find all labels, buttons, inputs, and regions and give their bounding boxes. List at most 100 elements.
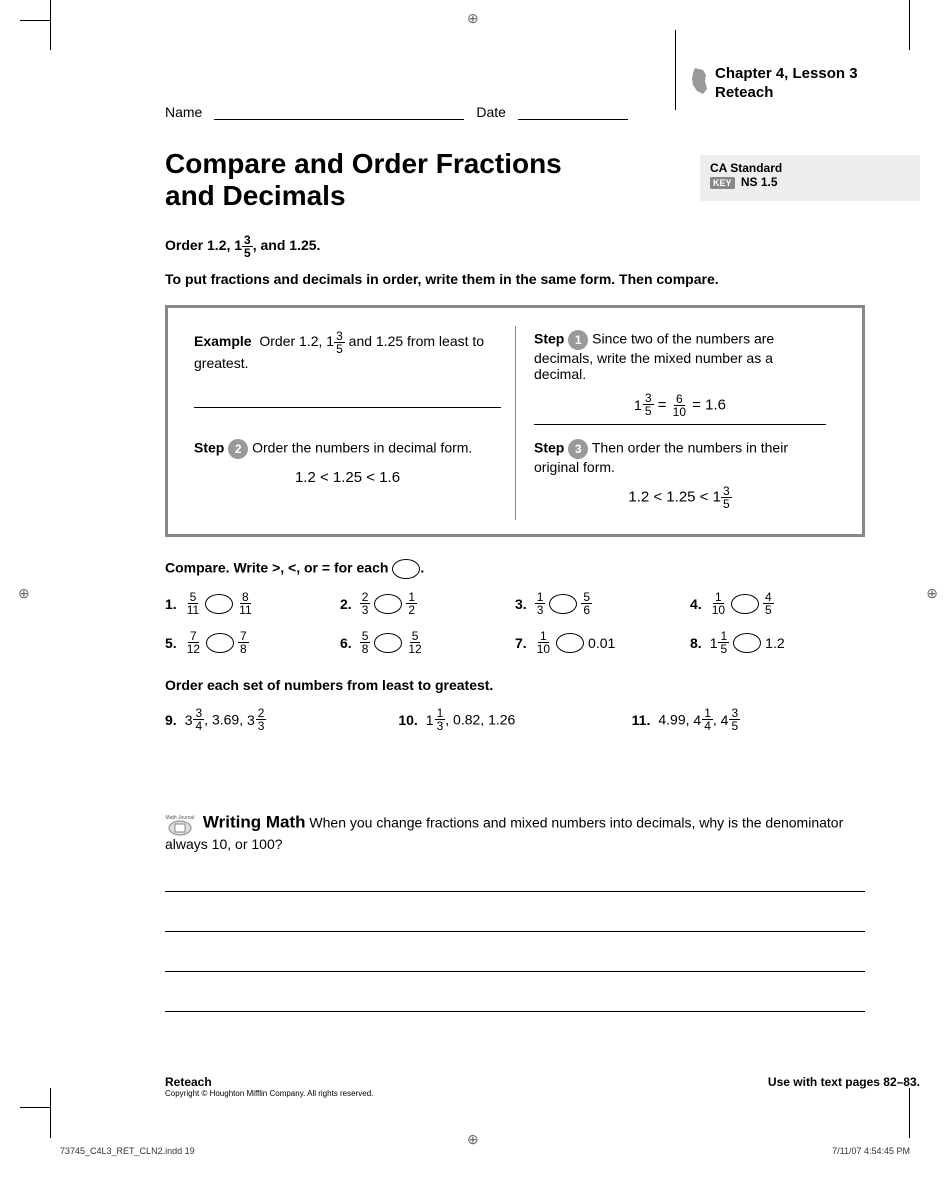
step-badge: 2 (228, 439, 248, 459)
problem-body: 334, 3.69, 323 (185, 707, 267, 732)
intro-suffix: , and 1.25. (253, 238, 321, 254)
problem-number: 8. (690, 635, 702, 651)
step1-math: 135 = 610 = 1.6 (534, 392, 826, 418)
compare-problem: 4.11045 (690, 591, 865, 616)
footer-reteach: Reteach (165, 1075, 373, 1089)
fraction: 13 (535, 591, 546, 616)
example-cell: Example Order 1.2, 135 and 1.25 from lea… (190, 326, 515, 435)
name-label: Name (165, 104, 202, 120)
fraction: 58 (360, 630, 371, 655)
step-label: Step (534, 440, 564, 456)
date-input-line[interactable] (518, 106, 628, 120)
answer-oval[interactable] (374, 633, 402, 653)
step1-cell: Step 1 Since two of the numbers are deci… (515, 326, 840, 435)
step3-math: 1.2 < 1.25 < 135 (534, 485, 826, 510)
order-problem: 10. 113, 0.82, 1.26 (398, 707, 631, 732)
standard-heading: CA Standard (710, 161, 910, 175)
compare-problem: 1.511811 (165, 591, 340, 616)
california-icon (689, 67, 711, 95)
fraction: 512 (406, 630, 423, 655)
problem-number: 3. (515, 596, 527, 612)
problem-number: 11. (632, 712, 651, 728)
frac-d: 5 (721, 498, 732, 510)
chapter-line1: Chapter 4, Lesson 3 (715, 65, 858, 84)
writing-line[interactable] (165, 898, 865, 932)
example-text: Order 1.2, 1 (259, 334, 334, 350)
chapter-box: Chapter 4, Lesson 3 Reteach (675, 55, 920, 110)
answer-oval[interactable] (205, 594, 233, 614)
step-badge: 3 (568, 439, 588, 459)
compare-problem: 2. 23 12 (340, 591, 515, 616)
registration-mark: ⊕ (467, 10, 479, 27)
fraction: 12 (406, 591, 417, 616)
answer-oval[interactable] (733, 633, 761, 653)
example-label: Example (194, 334, 252, 350)
order-heading: Order each set of numbers from least to … (165, 677, 920, 693)
problem-number: 9. (165, 712, 177, 728)
divider (534, 424, 826, 425)
problem-number: 6. (340, 635, 352, 651)
registration-mark: ⊕ (926, 585, 938, 602)
frac-d: 5 (334, 343, 345, 355)
step-label: Step (194, 440, 224, 456)
fraction: 78 (238, 630, 249, 655)
problem-number: 5. (165, 635, 177, 651)
compare-heading: Compare. Write >, <, or = for each . (165, 559, 920, 579)
fraction: 110 (535, 630, 552, 655)
footer-usewith: Use with text pages 82–83. (768, 1075, 920, 1098)
chapter-divider (675, 30, 676, 110)
order-grid: 9. 334, 3.69, 323 10. 113, 0.82, 1.26 11. 4.9… (165, 707, 865, 732)
key-badge: KEY (710, 177, 735, 189)
date-label: Date (476, 104, 506, 120)
fraction: 110 (710, 591, 727, 616)
writing-line[interactable] (165, 938, 865, 972)
decimal-value: 0.01 (588, 635, 615, 651)
step-label: Step (534, 331, 564, 347)
eq: = (658, 397, 667, 414)
divider (194, 407, 501, 408)
answer-oval[interactable] (374, 594, 402, 614)
order-problem: 11. 4.99, 414, 435 (632, 707, 865, 732)
problem-number: 10. (398, 712, 417, 728)
writing-line[interactable] (165, 858, 865, 892)
problem-number: 1. (165, 596, 177, 612)
compare-heading-suffix: . (420, 560, 424, 576)
problem-body: 4.99, 414, 435 (658, 707, 740, 732)
slug-file: 73745_C4L3_RET_CLN2.indd 19 (60, 1146, 195, 1156)
crop-mark (20, 1107, 50, 1108)
crop-mark (909, 0, 910, 50)
problem-number: 2. (340, 596, 352, 612)
answer-oval[interactable] (556, 633, 584, 653)
order-problem: 9. 334, 3.69, 323 (165, 707, 398, 732)
name-input-line[interactable] (214, 106, 464, 120)
whole: 1 (634, 397, 642, 413)
compare-problem: 7.1100.01 (515, 630, 690, 655)
fraction: 811 (237, 591, 253, 616)
fraction: 45 (763, 591, 774, 616)
oval-icon (392, 559, 420, 579)
writing-heading: Writing Math (203, 813, 306, 832)
crop-mark (50, 0, 51, 50)
answer-oval[interactable] (206, 633, 234, 653)
header-row: Name Date Chapter 4, Lesson 3 Reteach (165, 60, 920, 120)
step3-cell: Step 3 Then order the numbers in their o… (515, 435, 840, 520)
page-footer: Reteach Copyright © Houghton Mifflin Com… (165, 1075, 920, 1098)
problem-body: 113, 0.82, 1.26 (426, 707, 516, 732)
intro-line1: Order 1.2, 135, and 1.25. (165, 234, 920, 259)
math-prefix: 1.2 < 1.25 < 1 (628, 489, 721, 506)
compare-problem: 3.1356 (515, 591, 690, 616)
compare-grid: 1.5118112.23123.13564.110455.712786.5851… (165, 591, 865, 655)
answer-oval[interactable] (549, 594, 577, 614)
fraction: 23 (360, 591, 371, 616)
step-badge: 1 (568, 330, 588, 350)
answer-oval[interactable] (731, 594, 759, 614)
eq: = 1.6 (692, 397, 726, 414)
mixed-number: 115 (710, 630, 729, 655)
step2-text: Order the numbers in decimal form. (252, 440, 472, 456)
slug-timestamp: 7/11/07 4:54:45 PM (832, 1146, 910, 1156)
standard-box: CA Standard KEY NS 1.5 (700, 155, 920, 201)
writing-line[interactable] (165, 978, 865, 1012)
frac-d: 5 (242, 247, 253, 259)
compare-problem: 8.1151.2 (690, 630, 865, 655)
registration-mark: ⊕ (18, 585, 30, 602)
